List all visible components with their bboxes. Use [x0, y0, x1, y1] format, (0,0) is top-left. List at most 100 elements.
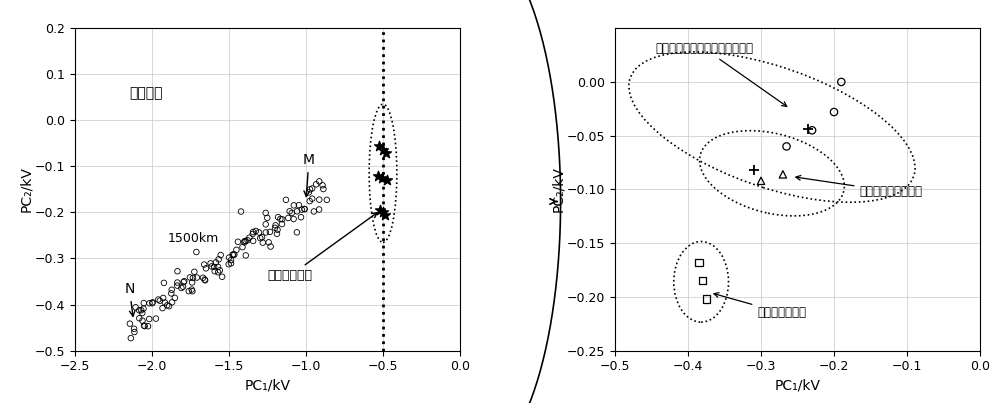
Point	[164, 299, 180, 305]
Point	[213, 252, 229, 258]
Point	[212, 267, 228, 274]
Point	[197, 276, 213, 283]
Point	[203, 260, 219, 267]
Point	[226, 251, 242, 258]
Point	[286, 202, 302, 209]
X-axis label: PC₁/kV: PC₁/kV	[244, 379, 290, 393]
Point	[251, 229, 267, 236]
Point	[248, 228, 264, 234]
Point	[254, 234, 270, 240]
Point	[319, 197, 335, 203]
Point	[137, 323, 153, 329]
Point	[206, 264, 222, 270]
Point	[210, 269, 226, 276]
Point	[258, 210, 274, 216]
Point	[195, 274, 211, 281]
Point	[197, 277, 213, 284]
Point	[272, 216, 288, 222]
Point	[123, 335, 139, 341]
Point	[133, 307, 149, 314]
Point	[175, 283, 191, 290]
Point	[141, 316, 157, 322]
Point	[374, 174, 390, 181]
Point	[311, 178, 327, 185]
Point	[228, 247, 244, 253]
Point	[293, 214, 309, 220]
Point	[753, 178, 769, 184]
Point	[258, 221, 274, 228]
Point	[375, 209, 391, 216]
Point	[155, 305, 171, 312]
Point	[261, 239, 277, 245]
Point	[161, 303, 177, 310]
Point	[378, 150, 394, 156]
Point	[691, 259, 707, 266]
Point	[297, 206, 313, 212]
Point	[167, 295, 183, 301]
Point	[241, 235, 257, 241]
Point	[286, 216, 302, 222]
Point	[198, 265, 214, 272]
Point	[278, 197, 294, 203]
Point	[308, 181, 324, 187]
Point	[284, 210, 300, 216]
Point	[274, 216, 290, 222]
Point	[370, 172, 386, 179]
Point	[269, 231, 285, 237]
Point	[159, 302, 175, 309]
Text: 线路故障: 线路故障	[129, 86, 162, 100]
Point	[236, 238, 252, 245]
Text: 逆变侧出口故障: 逆变侧出口故障	[714, 293, 806, 319]
Point	[269, 226, 285, 233]
Y-axis label: PC₂/kV: PC₂/kV	[551, 166, 565, 212]
Point	[210, 264, 226, 270]
Point	[238, 238, 254, 244]
Point	[136, 322, 152, 329]
Point	[377, 212, 393, 218]
Point	[375, 147, 391, 154]
Point	[258, 229, 274, 236]
Point	[126, 326, 142, 332]
X-axis label: PC₁/kV: PC₁/kV	[774, 379, 820, 393]
Point	[150, 296, 166, 303]
Point	[379, 177, 395, 183]
Point	[302, 186, 318, 193]
Point	[291, 202, 307, 208]
Point	[698, 296, 714, 302]
Point	[296, 206, 312, 212]
Point	[186, 269, 202, 275]
Point	[252, 235, 268, 241]
Point	[245, 229, 261, 235]
Point	[306, 208, 322, 215]
Point	[131, 307, 147, 314]
Point	[263, 243, 279, 250]
Point	[255, 239, 271, 246]
Text: 逆变侧交流系统故障: 逆变侧交流系统故障	[796, 175, 923, 198]
Point	[176, 279, 192, 285]
Point	[695, 278, 711, 284]
Point	[134, 318, 150, 324]
Point	[164, 287, 180, 293]
Text: 线路外部故障: 线路外部故障	[268, 213, 377, 282]
Point	[126, 329, 142, 335]
Point	[182, 274, 198, 280]
Point	[234, 244, 250, 250]
Point	[208, 259, 224, 266]
Point	[225, 251, 241, 258]
Y-axis label: PC₂/kV: PC₂/kV	[19, 166, 33, 212]
Point	[746, 167, 762, 173]
Point	[230, 239, 246, 245]
Point	[221, 254, 237, 261]
Point	[196, 261, 212, 268]
Point	[163, 290, 179, 297]
Point	[122, 320, 138, 327]
Point	[188, 249, 204, 255]
Point	[268, 222, 284, 229]
Point	[274, 221, 290, 227]
Point	[289, 229, 305, 235]
Point	[236, 239, 252, 245]
Point	[233, 208, 249, 215]
Point	[304, 195, 320, 202]
Point	[176, 278, 192, 285]
Point	[128, 304, 144, 310]
